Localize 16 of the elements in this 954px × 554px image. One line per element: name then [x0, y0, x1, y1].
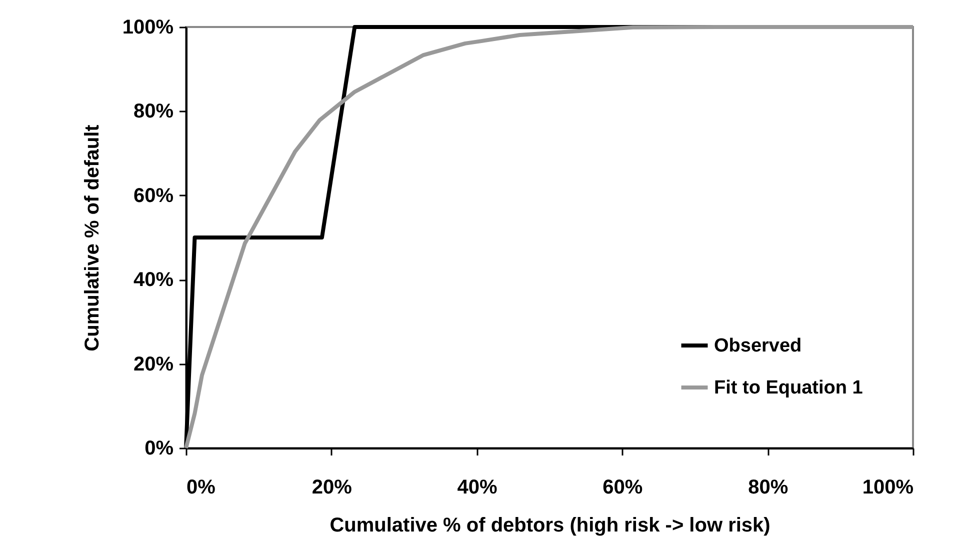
x-tick-label: 0% — [186, 476, 216, 498]
x-tick-label: 100% — [862, 476, 914, 498]
y-tick-label: 100% — [122, 16, 174, 38]
x-tick-label: 60% — [602, 476, 643, 498]
x-tick-label: 40% — [457, 476, 498, 498]
y-tick-label: 40% — [133, 269, 174, 292]
y-tick-label: 80% — [133, 100, 174, 123]
legend-label: Fit to Equation 1 — [714, 378, 864, 398]
y-tick-label: 60% — [133, 184, 174, 207]
x-tick-label: 20% — [312, 476, 352, 498]
legend-label: Observed — [714, 336, 802, 356]
y-tick-label: 0% — [144, 438, 174, 460]
x-tick-label: 80% — [748, 476, 788, 498]
x-axis-title: Cumulative % of debtors (high risk -> low risk) — [330, 514, 770, 536]
y-tick-label: 20% — [133, 353, 174, 376]
y-axis-title: Cumulative % of default — [81, 124, 104, 352]
